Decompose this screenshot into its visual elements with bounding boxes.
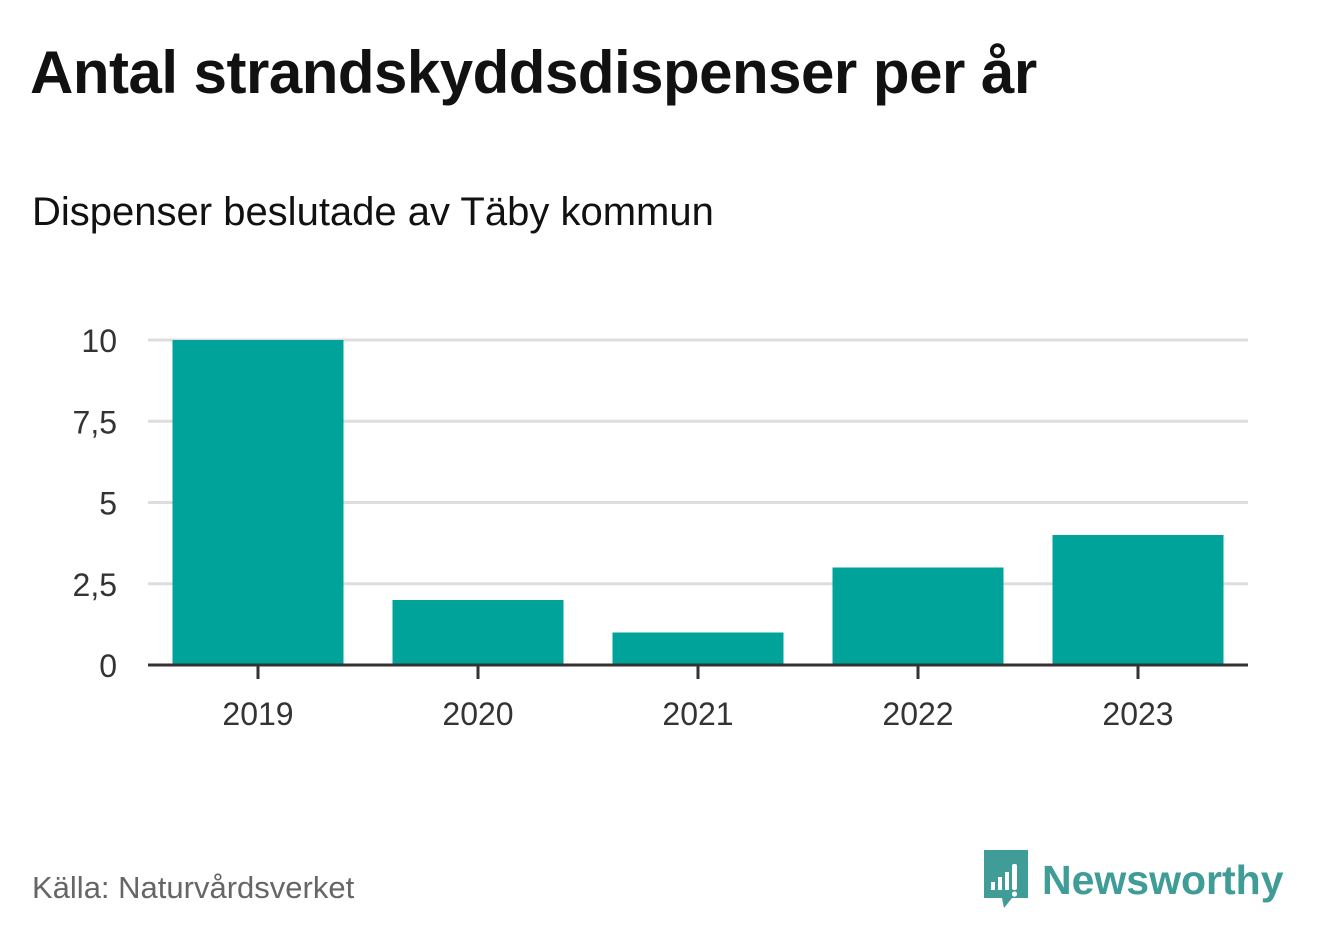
- y-tick-label: 5: [99, 486, 117, 522]
- x-tick-label: 2022: [882, 696, 953, 732]
- bars: [172, 340, 1224, 665]
- x-tick-label: 2023: [1102, 696, 1173, 732]
- brand: Newsworthy: [982, 850, 1284, 910]
- chart-subtitle: Dispenser beslutade av Täby kommun: [32, 190, 714, 234]
- x-tick-label: 2020: [442, 696, 513, 732]
- bar-chart: 0 2,5 5 7,5 10 2019 2020 2021 2022 2023: [73, 323, 1248, 732]
- x-axis: 2019 2020 2021 2022 2023: [148, 663, 1248, 732]
- y-tick-label: 0: [99, 648, 117, 684]
- bar-2023: [1052, 535, 1224, 665]
- bar-2020: [392, 600, 564, 665]
- bar-2021: [612, 632, 784, 665]
- brand-name: Newsworthy: [1042, 857, 1284, 903]
- source-label: Källa: Naturvårdsverket: [32, 870, 355, 905]
- chart-title: Antal strandskyddsdispenser per år: [30, 39, 1037, 106]
- y-tick-label: 2,5: [73, 567, 117, 603]
- x-tick-label: 2019: [222, 696, 293, 732]
- y-tick-label: 10: [81, 323, 117, 359]
- y-axis-labels: 0 2,5 5 7,5 10: [73, 323, 117, 684]
- x-tick-label: 2021: [662, 696, 733, 732]
- y-tick-label: 7,5: [73, 404, 117, 440]
- bar-2019: [172, 340, 344, 665]
- newsworthy-logo-icon: [984, 850, 1028, 908]
- bar-2022: [832, 567, 1004, 665]
